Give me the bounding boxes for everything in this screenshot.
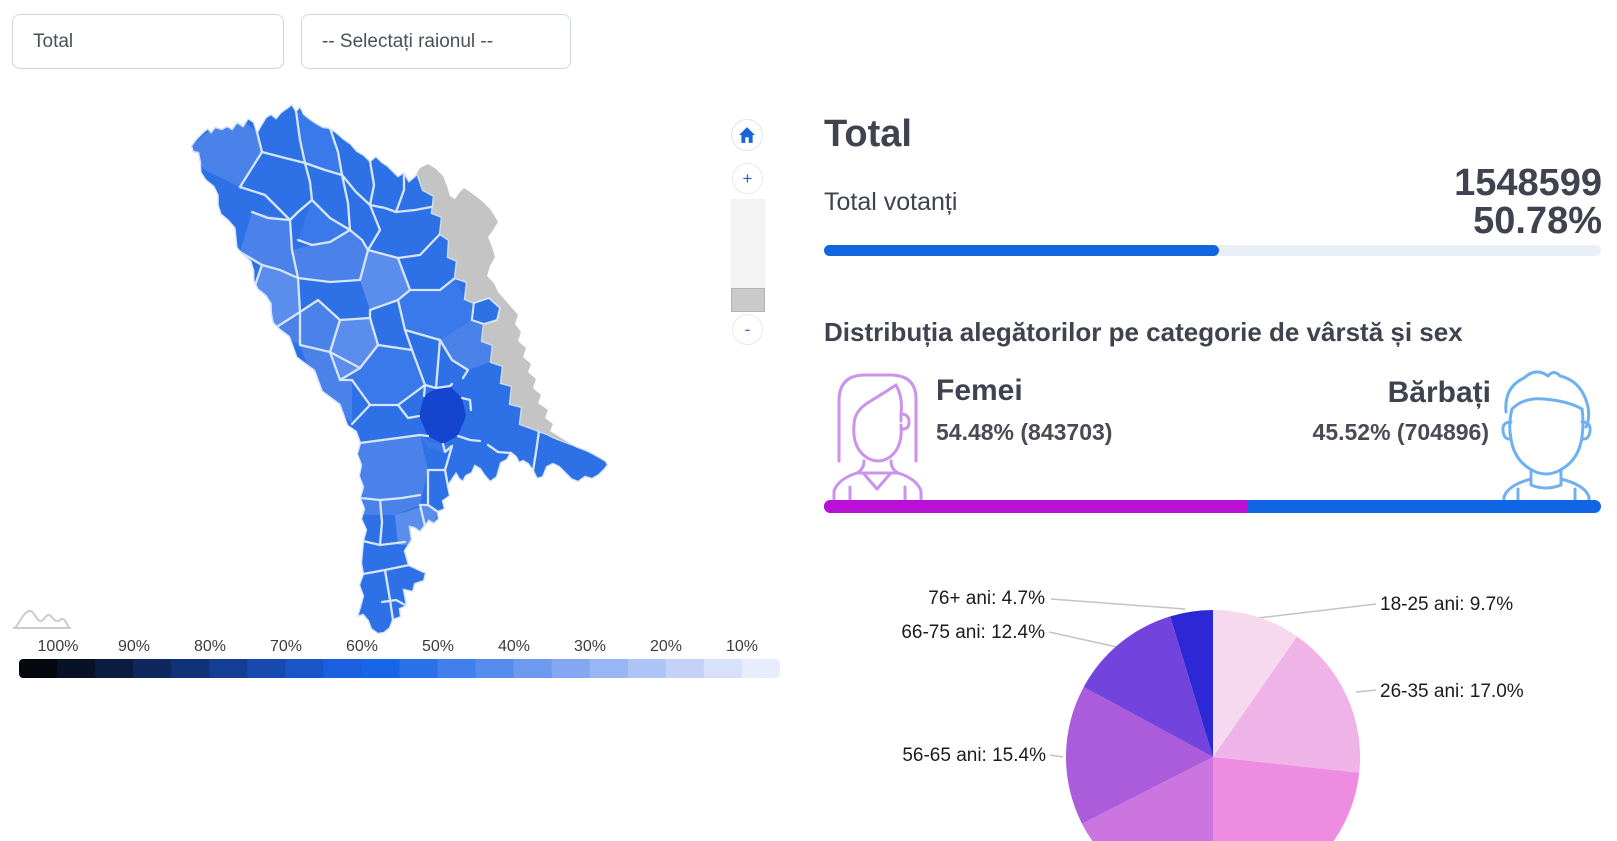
svg-text:80%: 80% [194, 638, 226, 655]
svg-text:70%: 70% [270, 638, 302, 655]
svg-text:90%: 90% [118, 638, 150, 655]
svg-text:30%: 30% [574, 638, 606, 655]
svg-text:60%: 60% [346, 638, 378, 655]
svg-text:10%: 10% [726, 638, 758, 655]
svg-text:20%: 20% [650, 638, 682, 655]
svg-text:50%: 50% [422, 638, 454, 655]
svg-text:100%: 100% [38, 638, 79, 655]
svg-text:40%: 40% [498, 638, 530, 655]
